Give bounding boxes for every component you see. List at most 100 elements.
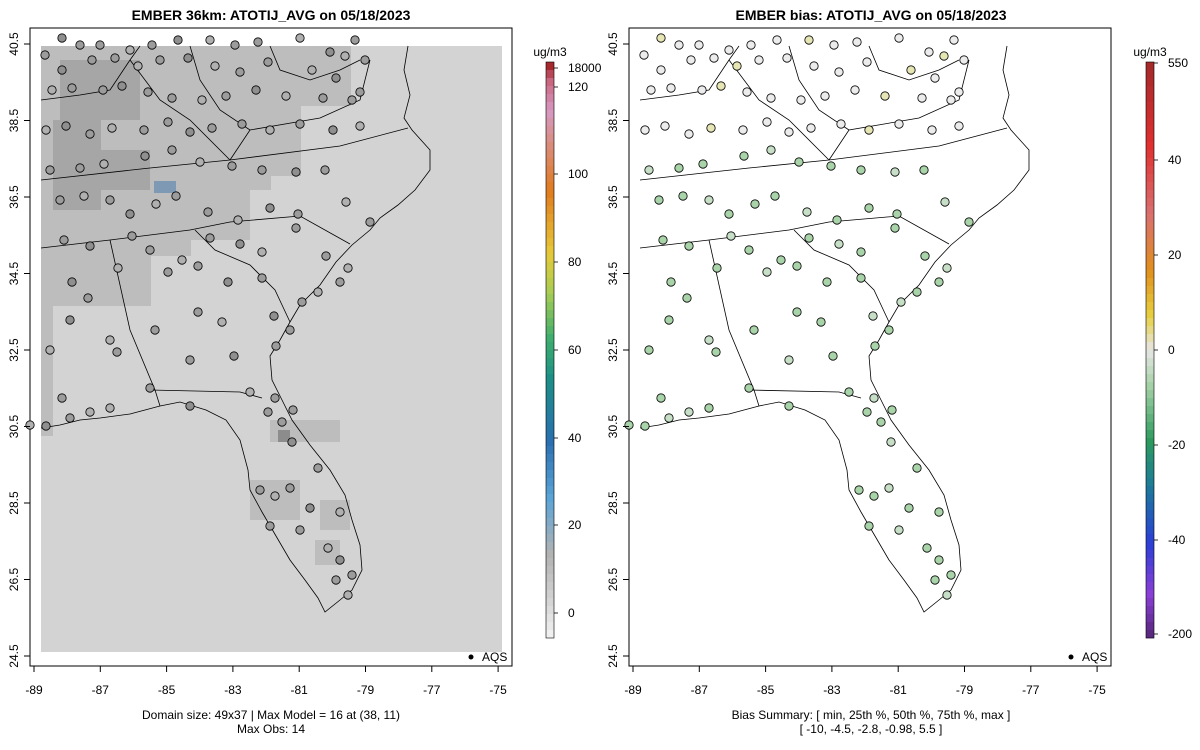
bias-point — [792, 261, 802, 271]
bias-point — [927, 125, 937, 135]
observation-point — [163, 267, 173, 277]
observation-point — [313, 463, 323, 473]
right-x-tick-label: -89 — [624, 683, 642, 697]
bias-point — [954, 87, 964, 97]
observation-point — [125, 209, 135, 219]
observation-point — [291, 167, 301, 177]
right-colorbar-tick-label: 550 — [1168, 56, 1188, 70]
bias-point — [684, 407, 694, 417]
bias-colorbar: ug/m3 550 40 20 0 -20 -40 -200 — [1133, 45, 1192, 641]
observation-point — [193, 261, 203, 271]
bias-point — [766, 93, 776, 103]
bias-point — [749, 325, 759, 335]
observation-point — [57, 393, 67, 403]
observation-point — [167, 145, 177, 155]
observation-point — [281, 91, 291, 101]
bias-point — [834, 67, 844, 77]
observation-point — [340, 51, 350, 61]
observation-point — [55, 195, 65, 205]
observation-point — [105, 335, 115, 345]
observation-point — [343, 263, 353, 273]
bias-point — [886, 437, 896, 447]
bias-point — [654, 195, 664, 205]
observation-point — [75, 163, 85, 173]
observation-point — [331, 73, 341, 83]
observation-point — [45, 165, 55, 175]
observation-point — [65, 315, 75, 325]
bias-point — [664, 315, 674, 325]
bias-point — [682, 293, 692, 303]
observation-point — [237, 119, 247, 129]
observation-point — [173, 35, 183, 45]
bias-point — [906, 65, 916, 75]
bias-point — [726, 231, 736, 241]
colorbar-unit-label: ug/m3 — [533, 45, 567, 59]
bias-point — [934, 555, 944, 565]
left-colorbar-tick-label: 40 — [568, 431, 582, 445]
observation-point — [112, 347, 122, 357]
observation-point — [288, 405, 298, 415]
bias-point — [934, 277, 944, 287]
observation-point — [98, 85, 108, 95]
right-map-title: EMBER bias: ATOTIJ_AVG on 05/18/2023 — [735, 7, 1006, 23]
observation-point — [295, 119, 305, 129]
observation-point — [105, 403, 115, 413]
right-colorbar-tick-label: 0 — [1168, 343, 1175, 357]
bias-point — [942, 590, 952, 600]
observation-point — [125, 45, 135, 55]
right-colorbar-tick-label: 20 — [1168, 248, 1182, 262]
observation-point — [41, 421, 51, 431]
bias-point — [770, 191, 780, 201]
observation-point — [343, 590, 353, 600]
observation-point — [47, 85, 57, 95]
observation-point — [193, 307, 203, 317]
observation-point — [221, 91, 231, 101]
bias-point — [920, 251, 930, 261]
bias-point — [744, 383, 754, 393]
observation-point — [263, 57, 273, 67]
observation-point — [183, 53, 193, 63]
observation-point — [99, 159, 109, 169]
bias-point — [809, 61, 819, 71]
observation-point — [40, 50, 50, 60]
left-y-tick-label: 28.5 — [7, 491, 21, 515]
observation-point — [295, 525, 305, 535]
bias-point — [894, 33, 904, 43]
observation-point — [347, 570, 357, 580]
bias-point — [804, 233, 814, 243]
bias-point — [870, 341, 880, 351]
observation-point — [65, 413, 75, 423]
observation-point — [293, 209, 303, 219]
bias-point — [656, 65, 666, 75]
left-y-tick-label: 24.5 — [7, 644, 21, 668]
bias-point — [660, 121, 670, 131]
bias-point — [844, 387, 854, 397]
bias-point — [664, 413, 674, 423]
left-x-tick-label: -81 — [291, 683, 309, 697]
observation-point — [171, 191, 181, 201]
bias-point — [744, 245, 754, 255]
observation-point — [195, 157, 205, 167]
left-y-tick-label: 26.5 — [7, 567, 21, 591]
bias-point — [694, 40, 704, 50]
left-y-tick-label: 30.5 — [7, 414, 21, 438]
observation-point — [113, 263, 123, 273]
observation-point — [251, 85, 261, 95]
observation-point — [235, 239, 245, 249]
observation-point — [295, 33, 305, 43]
right-y-tick-label: 30.5 — [606, 414, 620, 438]
observation-point — [270, 393, 280, 403]
observation-point — [255, 485, 265, 495]
right-y-tick-label: 26.5 — [606, 567, 620, 591]
bias-point — [864, 125, 874, 135]
right-x-tick-label: -81 — [890, 683, 908, 697]
right-y-tick-label: 38.5 — [606, 108, 620, 132]
observation-point — [321, 251, 331, 261]
observation-point — [205, 233, 215, 243]
observation-point — [79, 191, 89, 201]
observation-point — [318, 93, 328, 103]
bias-point — [884, 483, 894, 493]
observation-point — [85, 241, 95, 251]
domain-summary: Domain size: 49x37 | Max Model = 16 at (… — [142, 708, 400, 722]
